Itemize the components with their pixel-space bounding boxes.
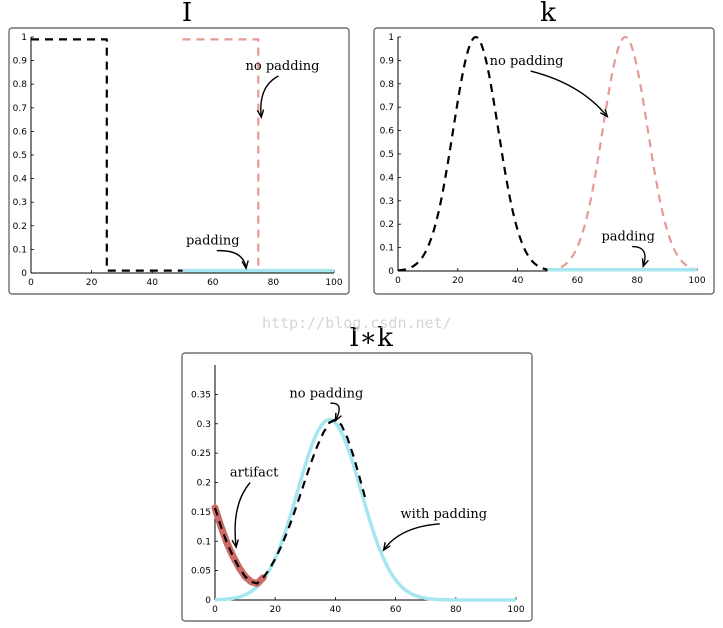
y-tick-label: 0.4 [13,175,28,185]
x-tick-label: 20 [269,605,281,615]
annotation-arrowhead [641,258,649,269]
y-tick-label: 0.4 [380,173,395,183]
annotation-text: no padding [289,386,363,401]
y-tick-label: 0.6 [13,127,28,137]
x-tick-label: 20 [452,276,464,286]
y-tick-label: 0.15 [191,508,211,518]
x-tick-label: 20 [86,278,98,288]
series-line-k-k-black-dashed [397,35,548,272]
annotation-arrow [383,523,440,551]
annotation-arrowhead [599,108,609,119]
panel-frame-Ik [181,352,533,622]
y-tick-label: 0.1 [13,245,27,255]
y-tick-label: 1 [388,33,394,43]
chart-title-Ik: I∗k [349,323,393,353]
panel-frame-I [8,27,350,295]
chart-title-k: k [540,0,556,28]
plot-area-Ik: 0 20 40 60 80 100 0 0.05 0.1 0.15 0.2 0.25 0.3 0.35 no… [191,365,525,615]
y-tick-label: 0.3 [197,420,211,430]
plot-area-k: 0 20 40 60 80 100 0 0.1 0.2 0.3 0.4 0.5 0.6 0.7 0.8 0.9… [380,33,706,286]
y-tick-label: 0.35 [191,390,211,400]
annotation-arrowhead [382,542,391,552]
annotation-text: with padding [400,507,487,522]
y-tick-label: 0.1 [380,244,394,254]
x-tick-label: 40 [512,276,524,286]
annotation-text: no padding [490,54,564,69]
series-line-k-k-shifted-no-padding [547,35,698,272]
annotation-arrow [260,75,279,118]
y-tick-label: 0 [388,267,394,277]
y-tick-label: 0.3 [380,197,394,207]
y-tick-label: 0.8 [380,80,395,90]
x-tick-label: 60 [390,605,402,615]
y-tick-label: 0 [21,269,27,279]
y-tick-label: 0.5 [380,150,394,160]
annotation-text: padding [186,234,240,249]
y-tick-label: 0.8 [13,80,28,90]
watermark-text: http://blog.csdn.net/ [262,314,452,332]
y-tick-label: 0 [205,596,211,606]
y-tick-label: 0.9 [380,56,395,66]
annotation-text: no padding [246,59,320,74]
annotation-arrow [530,70,608,118]
y-tick-label: 0.7 [380,103,394,113]
y-tick-label: 0.1 [197,537,211,547]
x-tick-label: 40 [146,278,158,288]
annotation-text: artifact [230,466,279,481]
x-tick-label: 80 [631,276,643,286]
y-tick-label: 0.3 [13,198,27,208]
x-tick-label: 100 [507,605,524,615]
x-tick-label: 0 [28,278,34,288]
y-tick-label: 1 [21,33,27,43]
annotation-arrowhead [256,109,265,119]
x-tick-label: 40 [330,605,342,615]
y-tick-label: 0.25 [191,449,211,459]
annotation-arrow [632,245,646,267]
series-line-Ik-no-padding [213,418,367,585]
chart-title-I: I [182,0,192,28]
plot-area-I: 0 20 40 60 80 100 0 0.1 0.2 0.3 0.4 0.5 0.6 0.7 0.8 0.9… [13,33,343,288]
y-tick-label: 0.05 [191,567,211,577]
x-tick-label: 0 [395,276,401,286]
annotation-arrow [234,482,251,548]
y-tick-label: 0.2 [13,222,27,232]
annotation-text: padding [601,230,655,245]
y-tick-label: 0.9 [13,57,28,67]
x-tick-label: 80 [450,605,462,615]
y-tick-label: 0.5 [13,151,27,161]
x-tick-label: 80 [268,278,280,288]
y-tick-label: 0.6 [380,127,395,137]
x-tick-label: 60 [572,276,584,286]
y-tick-label: 0.2 [380,220,394,230]
annotation-arrow [330,402,340,422]
x-tick-label: 100 [325,278,342,288]
x-tick-label: 100 [688,276,705,286]
y-tick-label: 0.7 [13,104,27,114]
y-tick-label: 0.2 [197,479,211,489]
annotation-arrowhead [231,539,239,549]
x-tick-label: 60 [207,278,219,288]
annotation-arrow [216,249,247,269]
annotation-arrowhead [241,260,249,271]
annotation-arrowhead [334,412,342,423]
x-tick-label: 0 [212,605,218,615]
